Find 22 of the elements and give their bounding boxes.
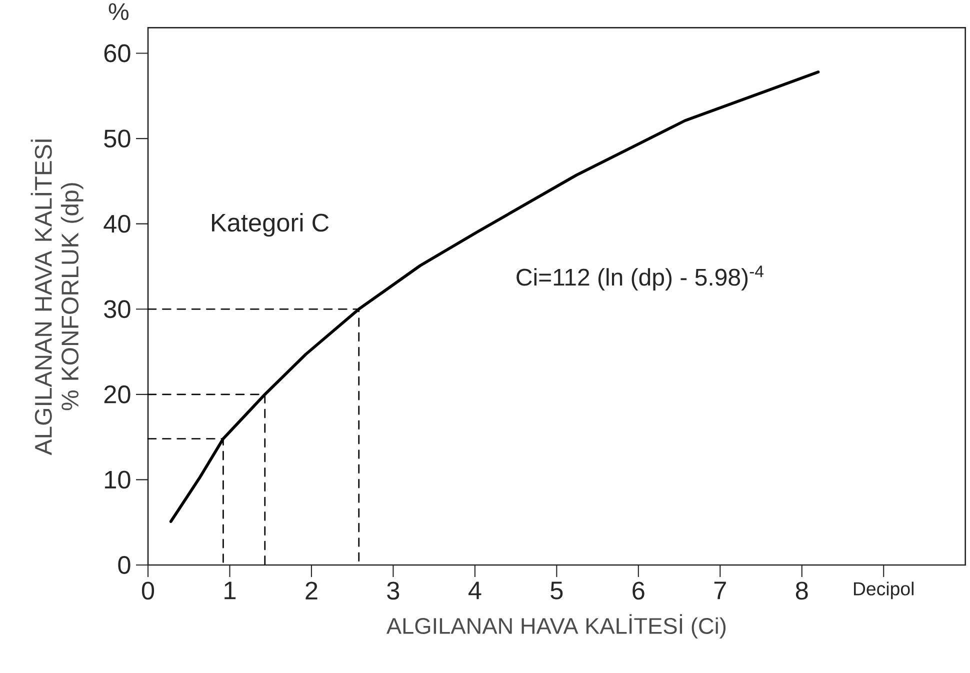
y-axis-title: ALGILANAN HAVA KALİTESİ % KONFORLUK (dp): [30, 140, 84, 456]
x-tick-label: Decipol: [854, 582, 914, 600]
annotation: Ci=112 (ln (dp) - 5.98)$^{-4}$: [516, 266, 764, 290]
y-tick-label: 50: [104, 130, 130, 148]
y-tick-label: 40: [104, 214, 130, 233]
x-tick-label: 3: [387, 582, 400, 600]
x-tick-label: 6: [632, 582, 644, 600]
x-tick-label: 0: [142, 582, 154, 600]
x-axis-title: ALGILANAN HAVA KALİTESİ (Ci): [386, 614, 726, 638]
x-tick-label: 8: [796, 582, 808, 600]
y-tick-label: 60: [104, 44, 130, 62]
x-tick-label: 4: [468, 582, 482, 600]
x-tick-label: 5: [550, 582, 563, 600]
text: %: [108, 3, 128, 20]
y-tick-label: 20: [104, 385, 130, 404]
y-tick-label: 0: [118, 556, 130, 574]
y-tick-label: 30: [104, 300, 130, 318]
x-tick-label: 7: [714, 582, 726, 600]
y-tick-label: 10: [105, 470, 130, 489]
annotation: Kategori C: [212, 213, 329, 237]
x-tick-label: 2: [306, 582, 318, 600]
x-tick-label: 1: [224, 582, 236, 600]
